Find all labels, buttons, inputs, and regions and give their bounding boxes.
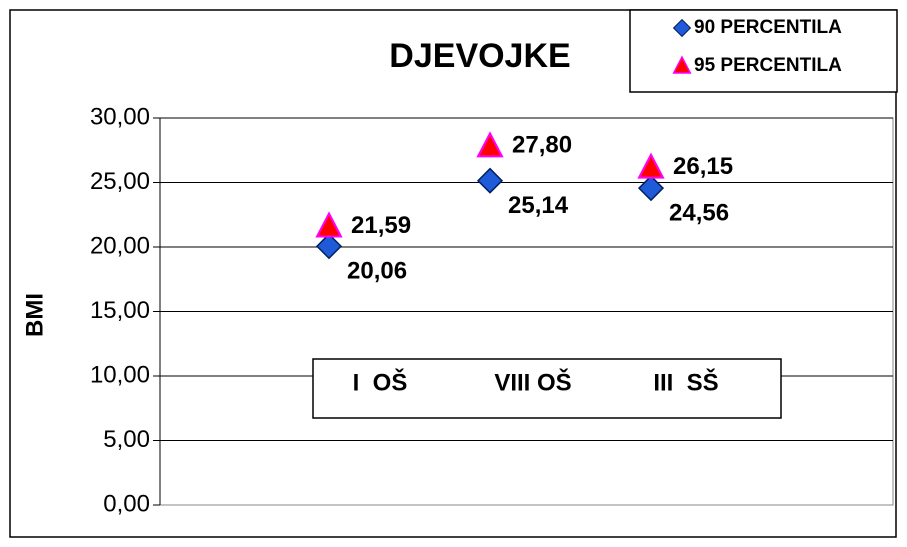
data-point [476,167,504,194]
category-label: I OŠ [353,368,408,396]
y-tick-label: 5,00 [103,426,150,453]
data-point [476,131,504,158]
data-point [315,211,343,238]
data-point [637,152,665,179]
data-point [315,233,343,260]
legend [629,9,898,93]
y-tick-label: 30,00 [90,103,150,130]
legend-marker [672,55,692,74]
y-tick-label: 20,00 [90,232,150,259]
data-point [637,175,665,202]
data-label: 20,06 [347,258,407,285]
data-label: 26,15 [673,153,733,180]
chart-title: DJEVOJKE [389,37,570,75]
data-label: 24,56 [669,200,729,227]
y-tick-label: 0,00 [103,490,150,517]
legend-marker [672,18,692,38]
data-label: 25,14 [508,192,569,219]
category-label: VIII OŠ [494,368,571,396]
category-box [312,358,782,419]
y-tick-label: 10,00 [90,361,150,388]
legend-label: 95 PERCENTILA [694,55,842,76]
category-label: III SŠ [653,368,718,396]
y-tick-label: 15,00 [90,297,150,324]
data-label: 21,59 [351,212,411,239]
y-axis-label: BMI [21,293,48,337]
y-tick-label: 25,00 [90,168,150,195]
legend-label: 90 PERCENTILA [694,17,842,38]
data-label: 27,80 [512,132,572,159]
